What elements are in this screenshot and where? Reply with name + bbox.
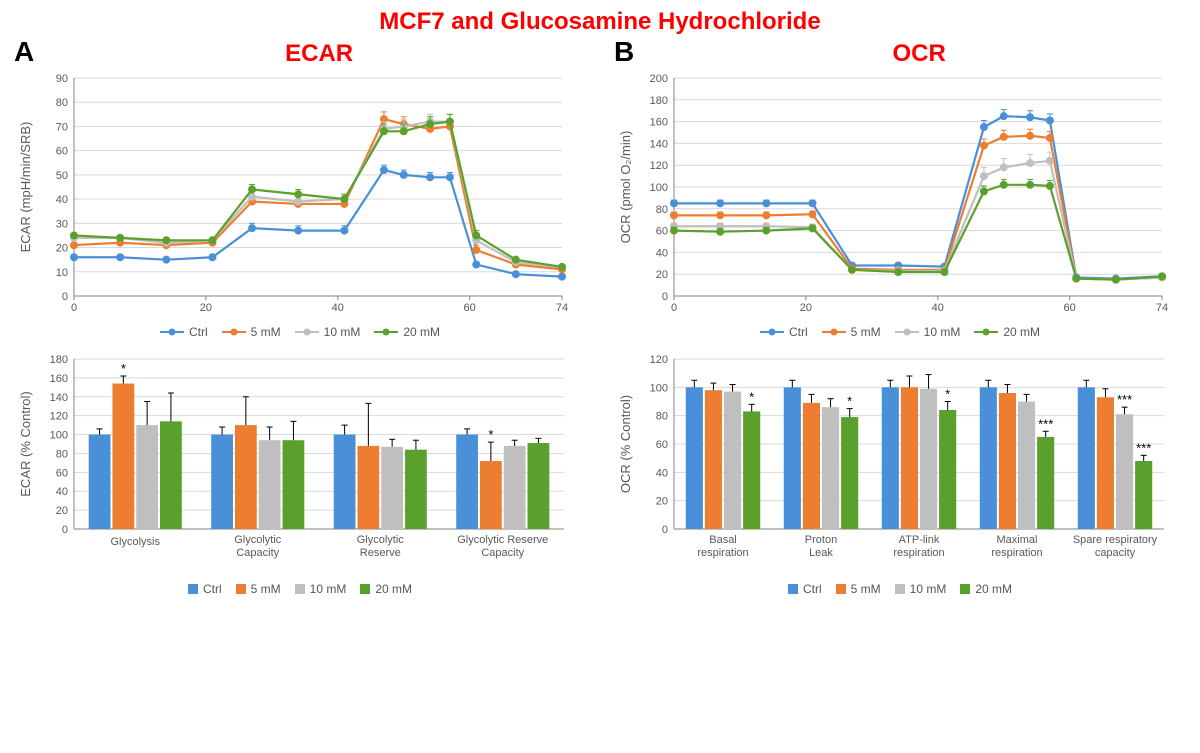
svg-text:ECAR (% Control): ECAR (% Control): [18, 391, 33, 496]
panel-ecar: A ECAR 0 10 20 30 40 50 60 70 80 90 0 20 40 60 74 ECAR …: [0, 36, 600, 608]
svg-text:20: 20: [800, 302, 812, 314]
ecar-line-legend: Ctrl5 mM10 mM20 mM: [14, 325, 586, 339]
svg-text:140: 140: [50, 392, 68, 404]
panel-ocr: B OCR 0204060801001201401601802000204060…: [600, 36, 1200, 608]
ocr-bar-chart: 020406080100120OCR (% Control)Basalrespi…: [614, 345, 1174, 575]
svg-text:respiration: respiration: [991, 547, 1042, 559]
ecar-line-chart: 0 10 20 30 40 50 60 70 80 90 0 20 40 60 74 ECAR (mpH/mi…: [14, 68, 574, 318]
svg-text:***: ***: [1038, 416, 1053, 431]
svg-text:Glycolytic: Glycolytic: [357, 534, 405, 546]
svg-text:***: ***: [1136, 440, 1151, 455]
svg-text:60: 60: [56, 146, 68, 158]
svg-text:80: 80: [56, 448, 68, 460]
svg-text:10: 10: [56, 267, 68, 279]
svg-text:OCR (pmol O₂/min): OCR (pmol O₂/min): [618, 131, 633, 244]
svg-text:40: 40: [656, 247, 668, 259]
svg-text:respiration: respiration: [697, 547, 748, 559]
svg-text:200: 200: [650, 73, 668, 85]
ecar-bar-legend: Ctrl5 mM10 mM20 mM: [14, 582, 586, 596]
svg-text:***: ***: [1117, 392, 1132, 407]
svg-text:70: 70: [56, 121, 68, 133]
svg-text:20: 20: [656, 496, 668, 508]
svg-text:OCR (% Control): OCR (% Control): [618, 395, 633, 493]
svg-text:40: 40: [656, 467, 668, 479]
svg-text:Glycolytic Reserve: Glycolytic Reserve: [457, 534, 548, 546]
svg-text:180: 180: [50, 354, 68, 366]
ocr-bar-legend: Ctrl5 mM10 mM20 mM: [614, 582, 1186, 596]
svg-text:80: 80: [56, 97, 68, 109]
svg-text:40: 40: [332, 302, 344, 314]
svg-text:0: 0: [71, 302, 77, 314]
svg-text:20: 20: [656, 269, 668, 281]
svg-text:0: 0: [671, 302, 677, 314]
svg-text:Leak: Leak: [809, 547, 833, 559]
svg-text:ECAR (mpH/min/SRB): ECAR (mpH/min/SRB): [18, 122, 33, 253]
svg-text:0: 0: [662, 291, 668, 303]
panel-letter-b: B: [614, 36, 634, 68]
svg-text:60: 60: [656, 439, 668, 451]
svg-text:Reserve: Reserve: [360, 547, 401, 559]
svg-text:Basal: Basal: [709, 534, 737, 546]
svg-text:180: 180: [650, 95, 668, 107]
svg-text:20: 20: [200, 302, 212, 314]
panel-subtitle-ecar: ECAR: [52, 40, 586, 68]
svg-text:40: 40: [932, 302, 944, 314]
svg-text:60: 60: [464, 302, 476, 314]
svg-text:*: *: [749, 389, 754, 404]
svg-text:20: 20: [56, 505, 68, 517]
svg-text:Glycolysis: Glycolysis: [110, 536, 160, 548]
svg-text:30: 30: [56, 218, 68, 230]
svg-text:74: 74: [556, 302, 568, 314]
ocr-line-chart: 0 20 40 60 80 100 120 140 160 180 200 0 20 40 60 74 OCR …: [614, 68, 1174, 318]
svg-text:Glycolytic: Glycolytic: [234, 534, 282, 546]
svg-text:20: 20: [56, 243, 68, 255]
svg-text:60: 60: [656, 226, 668, 238]
svg-text:100: 100: [650, 182, 668, 194]
svg-text:0: 0: [662, 524, 668, 536]
svg-text:Capacity: Capacity: [481, 547, 524, 559]
svg-text:60: 60: [1064, 302, 1076, 314]
svg-text:*: *: [847, 394, 852, 409]
svg-text:Spare respiratory: Spare respiratory: [1073, 534, 1158, 546]
panel-subtitle-ocr: OCR: [652, 40, 1186, 68]
svg-text:74: 74: [1156, 302, 1168, 314]
svg-text:Maximal: Maximal: [997, 534, 1038, 546]
ecar-bar-chart: 0 20 40 60 80 100 120 140 160 180 ECAR (% Control)…: [14, 345, 574, 575]
ocr-line-legend: Ctrl5 mM10 mM20 mM: [614, 325, 1186, 339]
svg-text:100: 100: [650, 382, 668, 394]
svg-text:100: 100: [50, 430, 68, 442]
svg-text:*: *: [945, 387, 950, 402]
svg-text:capacity: capacity: [1095, 547, 1136, 559]
svg-text:50: 50: [56, 170, 68, 182]
svg-text:Capacity: Capacity: [236, 547, 279, 559]
svg-text:0: 0: [62, 524, 68, 536]
svg-text:120: 120: [50, 411, 68, 423]
panel-letter-a: A: [14, 36, 34, 68]
svg-text:40: 40: [56, 486, 68, 498]
svg-text:160: 160: [650, 117, 668, 129]
svg-text:160: 160: [50, 373, 68, 385]
svg-text:0: 0: [62, 291, 68, 303]
svg-text:120: 120: [650, 354, 668, 366]
svg-text:*: *: [121, 361, 126, 376]
main-title: MCF7 and Glucosamine Hydrochloride: [0, 0, 1200, 36]
svg-text:120: 120: [650, 160, 668, 172]
svg-text:60: 60: [56, 467, 68, 479]
svg-text:140: 140: [650, 138, 668, 150]
svg-text:*: *: [488, 427, 493, 442]
svg-text:Proton: Proton: [805, 534, 837, 546]
svg-text:90: 90: [56, 73, 68, 85]
svg-text:respiration: respiration: [893, 547, 944, 559]
svg-text:80: 80: [656, 411, 668, 423]
svg-text:80: 80: [656, 204, 668, 216]
svg-text:ATP-link: ATP-link: [899, 534, 940, 546]
svg-text:40: 40: [56, 194, 68, 206]
